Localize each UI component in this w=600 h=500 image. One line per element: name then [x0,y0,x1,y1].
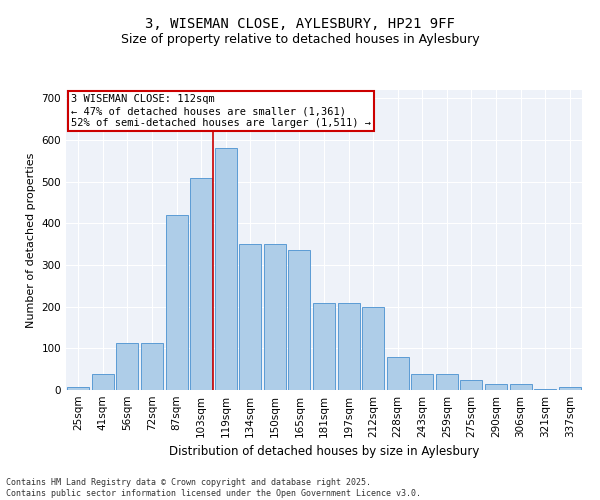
Text: 3 WISEMAN CLOSE: 112sqm
← 47% of detached houses are smaller (1,361)
52% of semi: 3 WISEMAN CLOSE: 112sqm ← 47% of detache… [71,94,371,128]
Bar [313,302,335,390]
Bar [485,384,507,390]
Bar [534,389,556,390]
Bar [362,306,384,390]
Bar [289,250,310,390]
Bar [116,343,139,390]
Bar [239,244,262,390]
Text: 3, WISEMAN CLOSE, AYLESBURY, HP21 9FF: 3, WISEMAN CLOSE, AYLESBURY, HP21 9FF [145,18,455,32]
Y-axis label: Number of detached properties: Number of detached properties [26,152,36,328]
Bar [411,374,433,390]
Bar [386,356,409,390]
Bar [166,215,188,390]
Bar [338,302,359,390]
Bar [67,386,89,390]
Bar [436,374,458,390]
Bar [264,244,286,390]
Text: Size of property relative to detached houses in Aylesbury: Size of property relative to detached ho… [121,32,479,46]
Bar [460,380,482,390]
Bar [190,178,212,390]
Bar [509,384,532,390]
Bar [559,386,581,390]
Bar [215,148,237,390]
X-axis label: Distribution of detached houses by size in Aylesbury: Distribution of detached houses by size … [169,446,479,458]
Bar [141,343,163,390]
Bar [92,374,114,390]
Text: Contains HM Land Registry data © Crown copyright and database right 2025.
Contai: Contains HM Land Registry data © Crown c… [6,478,421,498]
